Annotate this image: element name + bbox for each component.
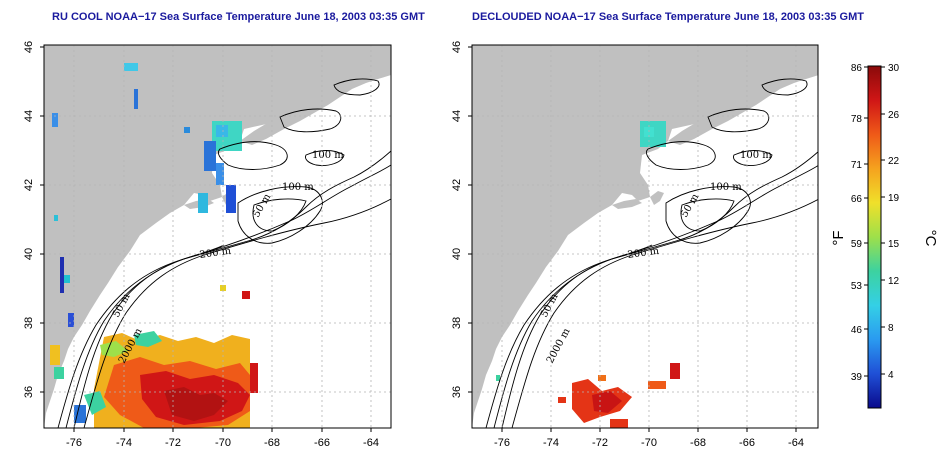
right-map-panel: 100 m 100 m 50 m 200 m 50 m 2000 m -76 -…: [451, 41, 819, 449]
celsius-tick: 15: [888, 239, 900, 250]
lat-tick-label: 38: [23, 317, 35, 329]
celsius-tick: 22: [888, 156, 900, 167]
left-panel-title: RU COOL NOAA−17 Sea Surface Temperature …: [52, 11, 425, 23]
sst-swath-right: [496, 121, 680, 428]
lon-tick-label: -72: [165, 437, 181, 449]
celsius-tick: 30: [888, 63, 900, 74]
left-map-panel: 100 m 100 m 50 m 200 m 50 m 2000 m -76 -…: [23, 41, 392, 449]
left-axis-ticks: [40, 46, 372, 432]
celsius-tick: 12: [888, 276, 900, 287]
fahrenheit-tick: 46: [851, 325, 863, 336]
graticule: [44, 45, 391, 428]
celsius-tick: 8: [888, 323, 894, 334]
lon-tick-label: -68: [264, 437, 280, 449]
left-map-frame: [43, 44, 392, 429]
fahrenheit-tick-labels: 86 78 71 66 59 53 46 39: [851, 63, 863, 383]
lat-tick-label: 40: [23, 248, 35, 260]
contour-label: 100 m: [282, 182, 314, 193]
lat-tick-label: 42: [451, 179, 463, 191]
fahrenheit-tick: 86: [851, 63, 863, 74]
celsius-tick: 26: [888, 110, 900, 121]
fahrenheit-unit-label: °F: [830, 230, 847, 245]
lat-tick-label: 36: [451, 386, 463, 398]
lon-tick-label: -74: [116, 437, 132, 449]
contour-label: 200 m: [627, 246, 660, 261]
lon-tick-label: -76: [66, 437, 82, 449]
lat-tick-label: 46: [23, 41, 35, 53]
lon-tick-label: -66: [739, 437, 755, 449]
lon-tick-label: -64: [363, 437, 379, 449]
lon-tick-label: -70: [215, 437, 231, 449]
temperature-colorbar: 86 78 71 66 59 53 46 39 30 26 22 19 15 1…: [830, 63, 939, 409]
lat-tick-label: 38: [451, 317, 463, 329]
colorbar-ticks: [864, 66, 885, 377]
lon-tick-label: -76: [494, 437, 510, 449]
celsius-unit-label: °C: [922, 230, 939, 247]
contour-label: 100 m: [312, 150, 344, 161]
lon-tick-label: -72: [592, 437, 608, 449]
lon-tick-label: -68: [690, 437, 706, 449]
fahrenheit-tick: 59: [851, 239, 863, 250]
fahrenheit-tick: 53: [851, 281, 863, 292]
right-lat-labels: 46 44 42 40 38 36: [451, 41, 463, 398]
contour-label: 200 m: [199, 246, 232, 261]
fahrenheit-tick: 66: [851, 194, 863, 205]
lon-tick-label: -70: [641, 437, 657, 449]
lon-tick-label: -66: [314, 437, 330, 449]
lat-tick-label: 36: [23, 386, 35, 398]
right-panel-title: DECLOUDED NOAA−17 Sea Surface Temperatur…: [472, 11, 864, 23]
lat-tick-label: 42: [23, 179, 35, 191]
colorbar-frame: [867, 65, 882, 409]
celsius-tick: 4: [888, 370, 894, 381]
left-lat-labels: 46 44 42 40 38 36: [23, 41, 35, 398]
right-map-frame: [471, 44, 819, 429]
contour-label: 100 m: [740, 150, 772, 161]
lat-tick-label: 44: [23, 110, 35, 122]
contour-label: 100 m: [710, 182, 742, 193]
fahrenheit-tick: 71: [851, 160, 863, 171]
right-lon-labels: -76 -74 -72 -70 -68 -66 -64: [494, 437, 804, 449]
left-lon-labels: -76 -74 -72 -70 -68 -66 -64: [66, 437, 379, 449]
fahrenheit-tick: 39: [851, 372, 863, 383]
celsius-tick: 19: [888, 193, 900, 204]
celsius-tick-labels: 30 26 22 19 15 12 8 4: [888, 63, 900, 381]
lon-tick-label: -74: [543, 437, 559, 449]
sst-swath-left: [50, 63, 258, 428]
graticule: [472, 45, 818, 428]
lat-tick-label: 40: [451, 248, 463, 260]
lon-tick-label: -64: [788, 437, 804, 449]
right-axis-ticks: [468, 46, 797, 432]
colorbar-ramp: [868, 66, 881, 408]
lat-tick-label: 46: [451, 41, 463, 53]
fahrenheit-tick: 78: [851, 114, 863, 125]
lat-tick-label: 44: [451, 110, 463, 122]
